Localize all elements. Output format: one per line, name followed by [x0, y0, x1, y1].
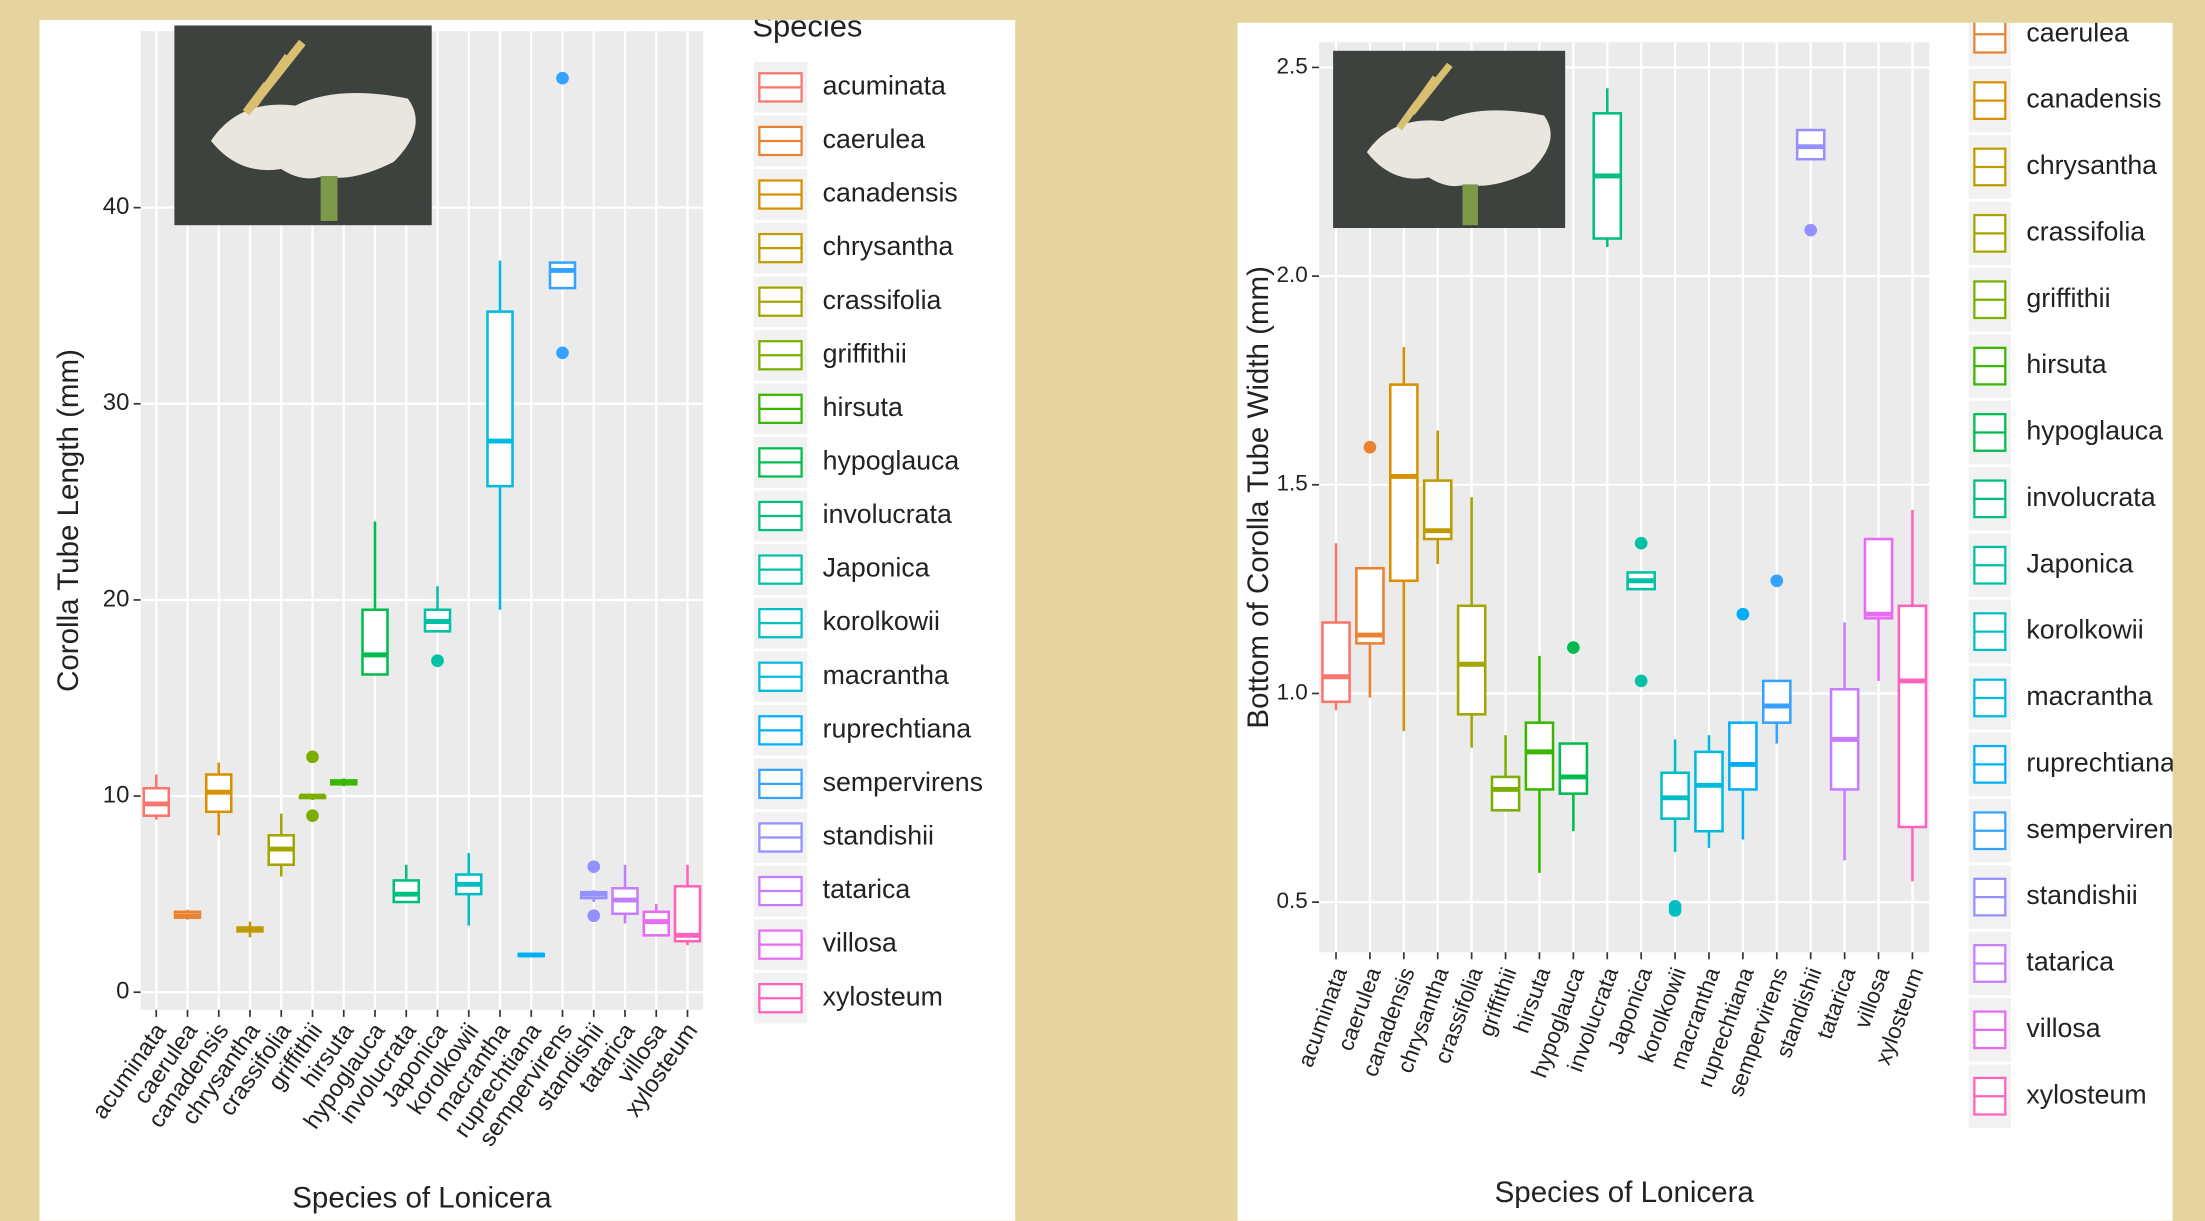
- legend-label: Japonica: [2026, 548, 2133, 578]
- y-tick-label: 10: [103, 781, 130, 808]
- box: [1899, 606, 1926, 827]
- figure: 0 10 20 30 40 acuminata caerulea canadensis chry…: [0, 0, 2205, 1221]
- y-tick-label: 30: [103, 389, 130, 416]
- legend-label: tatarica: [823, 874, 911, 904]
- y-axis-title: Bottom of Corolla Tube Width (mm): [1242, 266, 1275, 729]
- flower-photo: [174, 26, 431, 226]
- box: [394, 880, 419, 902]
- outlier: [587, 909, 600, 922]
- y-tick-label: 0: [116, 978, 129, 1005]
- y-tick-label: 0.5: [1277, 888, 1308, 913]
- y-tick-label: 2.0: [1277, 262, 1308, 287]
- box: [550, 263, 575, 288]
- flower-photo: [1333, 51, 1565, 228]
- legend-label: standishii: [2026, 880, 2137, 910]
- box: [1865, 539, 1892, 618]
- box: [1526, 723, 1553, 790]
- x-axis-title: Species of Lonicera: [1495, 1176, 1755, 1209]
- y-tick-label: 1.5: [1277, 471, 1308, 496]
- legend-label: macrantha: [823, 660, 949, 690]
- outlier: [1635, 675, 1648, 688]
- outlier: [1635, 537, 1648, 550]
- box: [1356, 568, 1383, 643]
- box: [488, 312, 513, 487]
- legend-label: hypoglauca: [2026, 416, 2163, 446]
- y-tick-label: 40: [103, 193, 130, 220]
- y-tick-label: 2.5: [1277, 53, 1308, 78]
- outlier: [431, 654, 444, 667]
- box: [1560, 744, 1587, 794]
- outlier: [1567, 641, 1580, 654]
- outlier: [556, 346, 569, 359]
- box: [1729, 723, 1756, 790]
- legend-label: Japonica: [823, 553, 930, 583]
- box: [1492, 777, 1519, 810]
- legend-label: hirsuta: [823, 392, 903, 422]
- outlier: [587, 860, 600, 873]
- legend-label: chrysantha: [2026, 150, 2157, 180]
- legend-label: involucrata: [2026, 482, 2155, 512]
- legend-label: macrantha: [2026, 681, 2152, 711]
- outlier: [1669, 904, 1682, 917]
- outlier: [1770, 574, 1783, 587]
- x-axis-title: Species of Lonicera: [292, 1182, 552, 1215]
- box: [363, 610, 388, 675]
- legend-label: ruprechtiana: [2026, 747, 2175, 777]
- legend-label: sempervirens: [823, 767, 983, 797]
- legend-label: griffithii: [2026, 283, 2110, 313]
- legend-label: involucrata: [823, 499, 952, 529]
- legend-label: chrysantha: [823, 231, 954, 261]
- box: [1763, 681, 1790, 723]
- outlier: [556, 72, 569, 85]
- legend-label: korolkowii: [823, 606, 940, 636]
- box: [1322, 623, 1349, 702]
- outlier: [1737, 608, 1750, 621]
- legend-label: xylosteum: [823, 981, 943, 1011]
- legend-label: tatarica: [2026, 947, 2114, 977]
- outlier: [1364, 441, 1377, 454]
- box: [1390, 385, 1417, 581]
- box: [1458, 606, 1485, 715]
- legend-label: crassifolia: [2026, 216, 2145, 246]
- box: [1695, 752, 1722, 831]
- legend-label: ruprechtiana: [823, 713, 972, 743]
- y-axis-title: Corolla Tube Length (mm): [52, 349, 85, 692]
- outlier: [306, 751, 319, 764]
- legend-label: villosa: [2026, 1013, 2100, 1043]
- legend-label: korolkowii: [2026, 615, 2143, 645]
- legend-label: villosa: [823, 928, 897, 958]
- outlier: [306, 809, 319, 822]
- legend-label: standishii: [823, 821, 934, 851]
- y-tick-label: 1.0: [1277, 679, 1308, 704]
- legend-label: hypoglauca: [823, 445, 960, 475]
- legend-label: xylosteum: [2026, 1079, 2146, 1109]
- legend-label: canadensis: [2026, 84, 2161, 114]
- legend-label: hirsuta: [2026, 349, 2106, 379]
- legend-label: sempervirens: [2026, 814, 2186, 844]
- page: 0 10 20 30 40 acuminata caerulea canadensis chry…: [0, 0, 2205, 1221]
- legend-label: crassifolia: [823, 285, 942, 315]
- y-tick-label: 20: [103, 585, 130, 612]
- legend-label: griffithii: [823, 338, 907, 368]
- legend-label: caerulea: [823, 124, 926, 154]
- outlier: [1804, 224, 1817, 237]
- legend-label: acuminata: [823, 70, 946, 100]
- legend-label: canadensis: [823, 178, 958, 208]
